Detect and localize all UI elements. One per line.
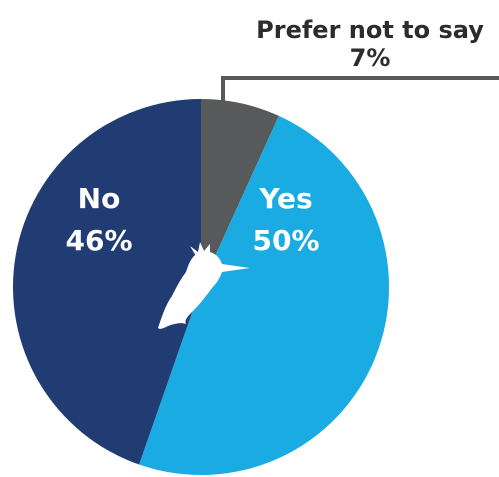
pie-slices [12,98,390,476]
pie-slice-yes [139,115,390,476]
pie-slice-prefer-not-to-say [201,99,279,287]
kingfisher-bird-icon [158,242,250,329]
slice-value-no: 46% [65,224,132,257]
slice-label-no: No [78,182,121,215]
slice-label-prefer-not-to-say: Prefer not to say [256,16,484,44]
slice-label-yes: Yes [258,182,312,215]
callout-leader-line [221,76,499,104]
slice-value-prefer-not-to-say: 7% [350,44,391,72]
slice-value-yes: 50% [252,224,319,257]
pie-slice-no [12,98,202,465]
